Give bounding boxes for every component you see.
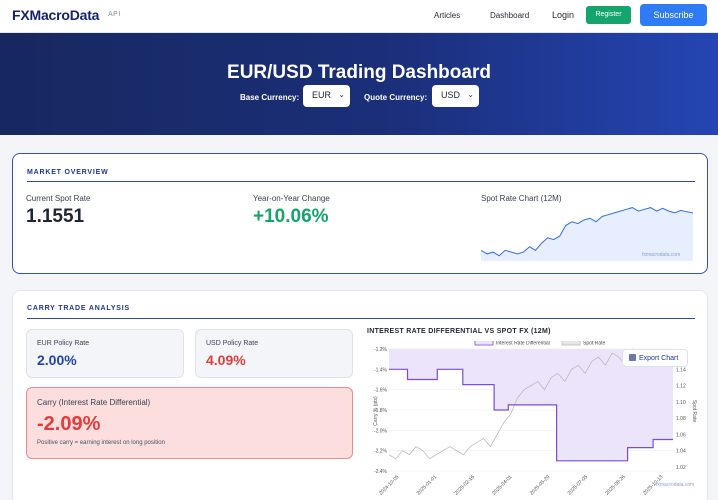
spot-chart-label: Spot Rate Chart (12M) <box>481 194 562 203</box>
carry-trade-card: CARRY TRADE ANALYSIS EUR Policy Rate 2.0… <box>12 290 708 500</box>
chevron-down-icon: ⌄ <box>338 90 345 99</box>
usd-policy-rate-value: 4.09% <box>206 352 246 368</box>
legend-label-spot: Spot Rate <box>583 341 605 347</box>
carry-trade-title: CARRY TRADE ANALYSIS <box>27 305 130 312</box>
carry-differential-box: Carry (Interest Rate Differential) -2.09… <box>26 387 353 459</box>
spot-rate-value: 1.1551 <box>26 206 85 227</box>
y-left-tick: -1.4% <box>374 367 388 373</box>
hero-banner: EUR/USD Trading Dashboard Base Currency:… <box>0 33 718 135</box>
x-tick: 2025-04-01 <box>491 474 513 496</box>
quote-currency-select[interactable]: USD ⌄ <box>432 85 479 107</box>
eur-policy-rate-label: EUR Policy Rate <box>37 340 90 347</box>
legend-swatch-spot <box>561 341 581 346</box>
x-tick: 2025-01-01 <box>416 474 438 496</box>
spot-rate-label: Current Spot Rate <box>26 194 91 203</box>
y-left-tick: -2.4% <box>374 469 388 475</box>
top-nav: FXMacroData API Articles Dashboard Login… <box>0 0 718 33</box>
register-button[interactable]: Register <box>586 6 631 24</box>
x-tick: 2024-10-05 <box>378 474 400 496</box>
export-chart-label: Export Chart <box>639 355 679 362</box>
login-link[interactable]: Login <box>552 10 575 20</box>
page-title: EUR/USD Trading Dashboard <box>227 62 491 83</box>
spot-line <box>481 207 693 257</box>
mini-chart-watermark: fxmacrodata.com <box>642 252 681 258</box>
base-currency-label: Base Currency: <box>240 93 300 102</box>
base-currency-select[interactable]: EUR ⌄ <box>303 85 350 107</box>
base-currency-value: EUR <box>312 90 332 100</box>
chevron-down-icon: ⌄ <box>467 90 474 99</box>
differential-chart: -1.2%-1.4%-1.6%-1.8%-2.0%-2.2%-2.4%1.161… <box>373 341 697 497</box>
nav-link-articles[interactable]: Articles <box>434 11 461 20</box>
usd-policy-rate-box: USD Policy Rate 4.09% <box>195 329 353 378</box>
legend-swatch-differential <box>474 341 494 346</box>
market-overview-title: MARKET OVERVIEW <box>27 169 109 176</box>
export-chart-button[interactable]: Export Chart <box>622 349 688 367</box>
y-left-tick: -1.6% <box>374 388 388 394</box>
y-right-tick: 1.10 <box>676 400 686 406</box>
yoy-change-label: Year-on-Year Change <box>253 194 330 203</box>
quote-currency-value: USD <box>441 90 461 100</box>
differential-chart-watermark: fxmacrodata.com <box>656 482 695 488</box>
subscribe-button[interactable]: Subscribe <box>640 4 707 26</box>
eur-policy-rate-box: EUR Policy Rate 2.00% <box>26 329 184 378</box>
chart-icon <box>629 354 636 361</box>
x-tick: 2025-08-26 <box>604 474 626 496</box>
logo[interactable]: FXMacroData <box>12 7 100 23</box>
y-right-tick: 1.14 <box>676 367 686 373</box>
y-left-tick: -2.0% <box>374 428 388 434</box>
nav-link-dashboard[interactable]: Dashboard <box>490 11 530 20</box>
section-divider <box>27 318 695 319</box>
differential-series-line <box>389 368 673 462</box>
legend-label-differential: Interest Rate Differential <box>496 341 550 347</box>
spot-area-fill <box>481 207 693 261</box>
y-right-tick: 1.04 <box>676 449 686 455</box>
carry-label: Carry (Interest Rate Differential) <box>37 398 151 407</box>
y-left-axis-label: Carry % (pts) <box>373 396 379 426</box>
y-right-tick: 1.02 <box>676 465 686 471</box>
yoy-change-value: +10.06% <box>253 206 329 227</box>
carry-note: Positive carry = earning interest on lon… <box>37 440 165 446</box>
x-tick: 2025-07-05 <box>567 474 589 496</box>
y-right-axis-label: Spot Rate <box>691 400 697 422</box>
differential-chart-title: INTEREST RATE DIFFERENTIAL VS SPOT FX (1… <box>367 328 551 335</box>
y-right-tick: 1.06 <box>676 432 686 438</box>
y-right-tick: 1.08 <box>676 416 686 422</box>
market-overview-card: MARKET OVERVIEW Current Spot Rate 1.1551… <box>12 153 708 274</box>
carry-value: -2.09% <box>37 413 101 435</box>
eur-policy-rate-value: 2.00% <box>37 352 77 368</box>
spot-rate-mini-chart <box>481 207 693 261</box>
y-right-tick: 1.12 <box>676 384 686 390</box>
quote-currency-label: Quote Currency: <box>364 93 428 102</box>
usd-policy-rate-label: USD Policy Rate <box>206 340 259 347</box>
x-tick: 2025-02-16 <box>454 474 476 496</box>
y-left-tick: -2.2% <box>374 449 388 455</box>
section-divider <box>27 181 695 182</box>
api-tag[interactable]: API <box>108 11 121 18</box>
y-left-tick: -1.2% <box>374 347 388 353</box>
x-tick: 2025-05-20 <box>529 474 551 496</box>
y-left-tick: -1.8% <box>374 408 388 414</box>
